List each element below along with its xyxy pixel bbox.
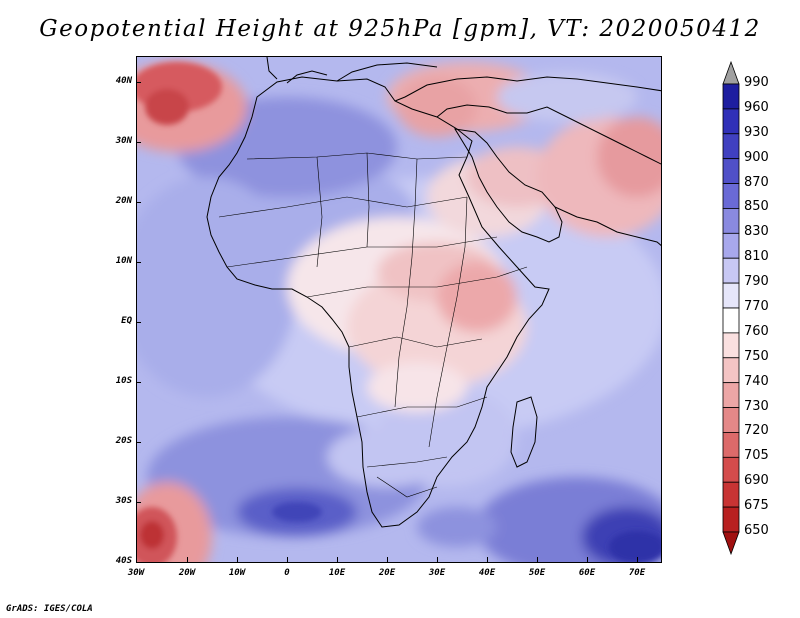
lon-label-40e: 40E bbox=[478, 568, 496, 578]
legend-label: 760 bbox=[744, 323, 769, 339]
height-field-shading bbox=[137, 62, 661, 562]
lon-label-10e: 10E bbox=[328, 568, 346, 578]
legend-label: 770 bbox=[744, 299, 769, 314]
legend-cell bbox=[722, 382, 740, 408]
lat-label-30n: 30N bbox=[115, 136, 132, 146]
legend-label: 960 bbox=[744, 99, 769, 115]
lat-label-10s: 10S bbox=[115, 376, 132, 386]
legend-cell bbox=[722, 307, 740, 334]
lat-tick bbox=[136, 82, 141, 83]
lat-tick bbox=[136, 142, 141, 143]
lon-label-0: 0 bbox=[284, 568, 290, 578]
lat-tick bbox=[136, 382, 141, 383]
lat-tick bbox=[136, 202, 141, 203]
lon-tick bbox=[587, 557, 588, 562]
legend-cell bbox=[722, 282, 740, 309]
lat-label-40s: 40S bbox=[115, 556, 132, 566]
lat-tick bbox=[136, 262, 141, 263]
lon-label-70e: 70E bbox=[628, 568, 646, 578]
map-title: Geopotential Height at 925hPa [gpm], VT:… bbox=[39, 16, 761, 42]
legend-label: 810 bbox=[744, 249, 769, 265]
legend-cell bbox=[722, 158, 740, 184]
footer-credit: GrADS: IGES/COLA bbox=[6, 604, 93, 614]
legend-label: 870 bbox=[744, 174, 769, 190]
lon-tick bbox=[387, 557, 388, 562]
legend-label: 720 bbox=[744, 423, 769, 439]
legend-cell bbox=[722, 332, 740, 359]
legend-label: 930 bbox=[744, 124, 769, 140]
lat-label-eq: EQ bbox=[121, 316, 132, 326]
legend-cell bbox=[722, 506, 740, 533]
legend-label: 990 bbox=[744, 75, 769, 90]
lat-label-30s: 30S bbox=[115, 496, 132, 506]
legend-label: 790 bbox=[744, 274, 769, 290]
lon-label-50e: 50E bbox=[528, 568, 546, 578]
lon-tick bbox=[337, 557, 338, 562]
lat-tick bbox=[136, 442, 141, 443]
legend-cell bbox=[722, 133, 740, 160]
legend-label: 900 bbox=[744, 149, 769, 165]
lon-tick bbox=[637, 557, 638, 562]
lon-label-10w: 10W bbox=[228, 568, 246, 578]
map-panel bbox=[136, 56, 662, 563]
legend-cap-top bbox=[722, 60, 740, 85]
country-borders bbox=[218, 152, 528, 498]
legend-cell bbox=[722, 257, 740, 284]
lon-tick bbox=[187, 557, 188, 562]
legend-label: 705 bbox=[744, 448, 769, 464]
legend-cell bbox=[722, 456, 740, 483]
lat-tick bbox=[136, 322, 141, 323]
lat-label-20n: 20N bbox=[115, 196, 132, 206]
legend-label: 750 bbox=[744, 348, 769, 364]
lat-tick bbox=[136, 502, 141, 503]
lon-label-60e: 60E bbox=[578, 568, 596, 578]
lat-label-10n: 10N bbox=[115, 256, 132, 266]
legend-cell bbox=[722, 232, 740, 259]
lon-tick bbox=[237, 557, 238, 562]
lon-tick bbox=[487, 557, 488, 562]
legend-label: 675 bbox=[744, 498, 769, 514]
legend-label: 730 bbox=[744, 398, 769, 414]
legend-cell bbox=[722, 108, 740, 135]
lat-label-20s: 20S bbox=[115, 436, 132, 446]
legend-cell bbox=[722, 357, 740, 384]
legend-cap-bottom bbox=[722, 531, 740, 556]
lon-label-20e: 20E bbox=[378, 568, 396, 578]
geopotential-map bbox=[137, 57, 661, 562]
legend-label: 740 bbox=[744, 373, 769, 389]
legend-cell bbox=[722, 432, 740, 458]
lon-tick bbox=[537, 557, 538, 562]
legend-cell bbox=[722, 407, 740, 433]
legend-label: 850 bbox=[744, 199, 769, 215]
lon-tick bbox=[437, 557, 438, 562]
lon-label-30e: 30E bbox=[428, 568, 446, 578]
legend-label: 650 bbox=[744, 523, 769, 538]
legend-label: 830 bbox=[744, 224, 769, 240]
legend-cell bbox=[722, 208, 740, 234]
legend-cell bbox=[722, 183, 740, 209]
height-field-cores bbox=[137, 62, 661, 562]
legend-cell bbox=[722, 481, 740, 508]
lat-label-40n: 40N bbox=[115, 76, 132, 86]
legend-label: 690 bbox=[744, 473, 769, 489]
lon-label-30w: 30W bbox=[127, 568, 145, 578]
lon-label-20w: 20W bbox=[178, 568, 196, 578]
lon-tick bbox=[287, 557, 288, 562]
legend-cell bbox=[722, 83, 740, 110]
